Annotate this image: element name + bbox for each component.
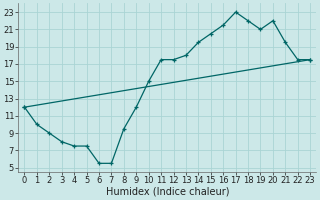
X-axis label: Humidex (Indice chaleur): Humidex (Indice chaleur) [106,187,229,197]
